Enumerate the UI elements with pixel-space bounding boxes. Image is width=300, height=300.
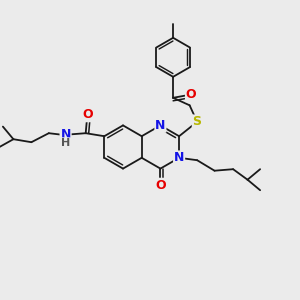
Text: O: O [82, 108, 92, 122]
Text: N: N [60, 128, 71, 141]
Text: N: N [155, 119, 166, 132]
Text: N: N [174, 151, 184, 164]
Text: O: O [186, 88, 196, 101]
Text: S: S [193, 115, 202, 128]
Text: O: O [155, 178, 166, 192]
Text: H: H [61, 138, 70, 148]
